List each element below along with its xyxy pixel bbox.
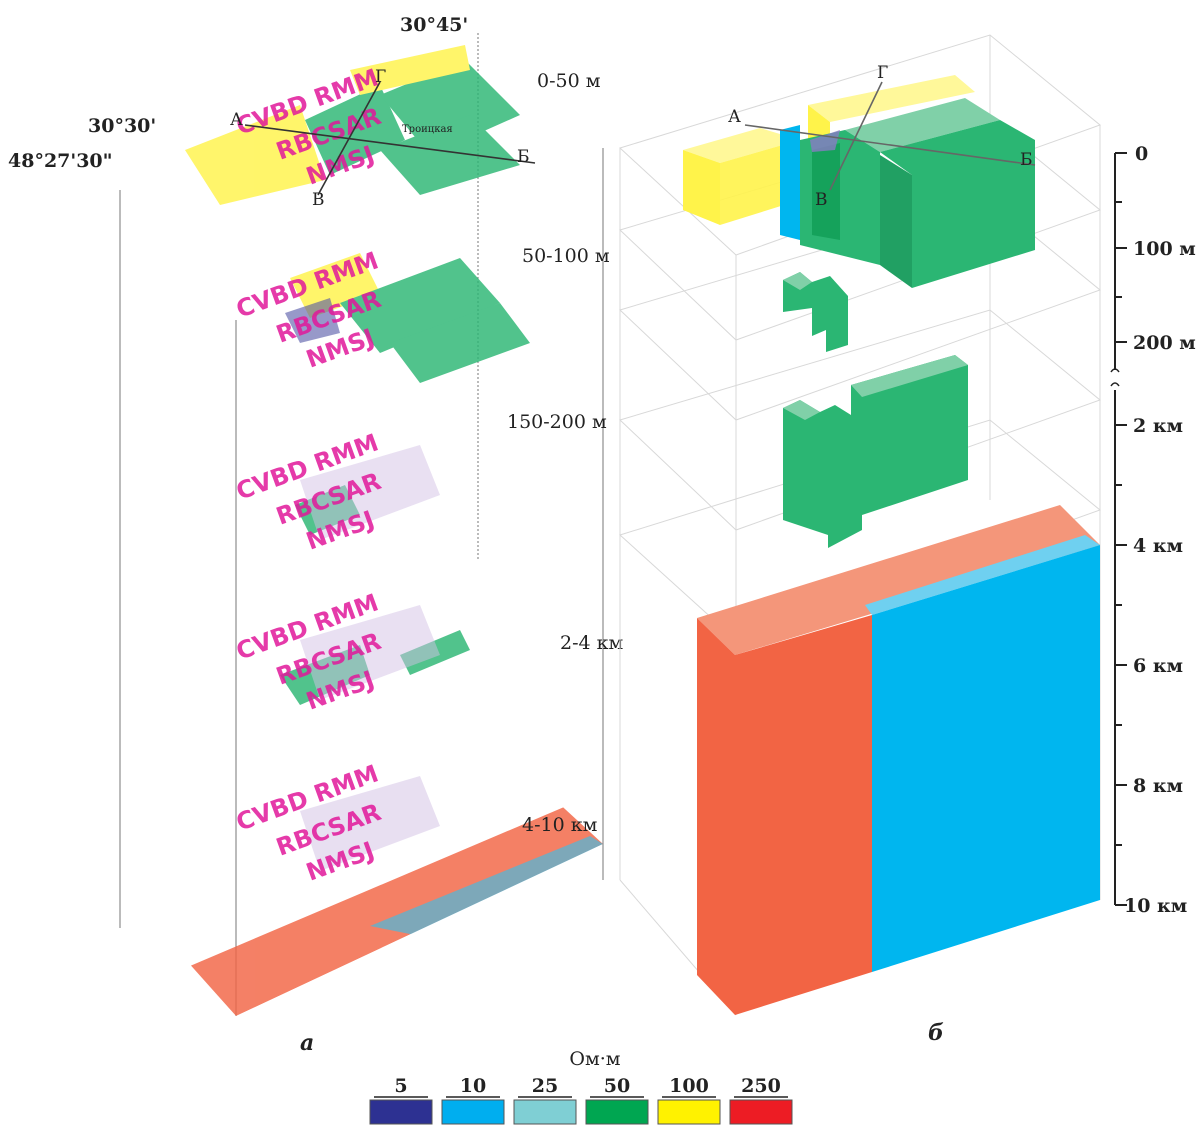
block-deep-resistive xyxy=(697,505,1100,1015)
settlement-label: Троицкая xyxy=(402,124,453,135)
depth-tick-200m: 200 м xyxy=(1133,332,1196,354)
stack-frame xyxy=(119,33,604,1016)
legend-swatch-5 xyxy=(369,1099,433,1125)
depth-label-2-4: 2-4 км xyxy=(560,632,624,654)
map-layer-150-200: CVBD RMM RBCSAR NMSJ xyxy=(232,428,440,556)
point-v-map: В xyxy=(312,190,325,210)
anomaly-overlay xyxy=(280,605,470,705)
anomaly-overlay xyxy=(295,445,440,540)
depth-scale-bar xyxy=(1110,152,1127,906)
depth-label-4-10: 4-10 км xyxy=(522,814,598,836)
depth-tick-10km: 10 км xyxy=(1124,895,1187,917)
map-layer-50-100: CVBD RMM RBCSAR NMSJ xyxy=(232,246,530,383)
block-purple-small xyxy=(810,130,840,152)
legend-value-250: 250 xyxy=(741,1075,781,1097)
depth-tick-8km: 8 км xyxy=(1133,775,1183,797)
depth-tick-100m: 100 м xyxy=(1133,238,1196,260)
legend-value-25: 25 xyxy=(532,1075,558,1097)
depth-label-50-100: 50-100 м xyxy=(522,245,610,267)
point-a-map: А xyxy=(230,110,243,130)
legend-unit: Ом·м xyxy=(569,1048,620,1070)
coord-lat-left: 48°27'30" xyxy=(8,150,113,172)
legend-value-100: 100 xyxy=(669,1075,709,1097)
profile-lines-map xyxy=(244,81,536,196)
anomaly-overlay xyxy=(185,45,520,205)
depth-label-0-50: 0-50 м xyxy=(537,70,601,92)
legend-items: 5 10 25 50 100 250 xyxy=(369,1075,793,1125)
depth-tick-6km: 6 км xyxy=(1133,655,1183,677)
legend-swatch-50 xyxy=(585,1099,649,1125)
point-b-3d: Б xyxy=(1020,150,1033,170)
legend-swatch-10 xyxy=(441,1099,505,1125)
coord-lon-top: 30°45' xyxy=(400,14,468,36)
block-green-small xyxy=(783,272,848,352)
legend-value-10: 10 xyxy=(460,1075,486,1097)
anomaly-overlay xyxy=(285,253,530,383)
profile-lines-3d xyxy=(744,81,1036,191)
point-g-map: Г xyxy=(375,67,386,87)
map-layer-4-10: CVBD RMM RBCSAR NMSJ xyxy=(190,759,603,1016)
depth-tick-2km: 2 км xyxy=(1133,415,1183,437)
panel-label-b: б xyxy=(928,1020,944,1046)
resistivity-legend: Ом·м 5 10 25 50 100 250 xyxy=(369,1048,793,1125)
legend-value-5: 5 xyxy=(394,1075,407,1097)
point-v-3d: В xyxy=(815,190,828,210)
legend-swatch-100 xyxy=(657,1099,721,1125)
model-wireframe xyxy=(619,34,1102,1016)
3d-model-panel: А Г Б В 0 100 м 200 м 2 км 4 км xyxy=(619,34,1196,1046)
block-green-main xyxy=(800,98,1035,288)
block-blue-shallow xyxy=(780,125,800,240)
legend-swatch-25 xyxy=(513,1099,577,1125)
depth-label-150-200: 150-200 м xyxy=(507,411,607,433)
point-g-3d: Г xyxy=(877,63,888,83)
legend-swatch-250 xyxy=(729,1099,793,1125)
depth-tick-4km: 4 км xyxy=(1133,535,1183,557)
legend-value-50: 50 xyxy=(604,1075,630,1097)
panel-label-a: а xyxy=(300,1030,314,1056)
point-b-map: Б xyxy=(517,147,530,167)
coord-lon-left: 30°30' xyxy=(88,115,156,137)
point-a-3d: А xyxy=(728,107,741,127)
map-layer-2-4: CVBD RMM RBCSAR NMSJ xyxy=(232,588,470,716)
anomaly-overlay xyxy=(190,776,603,1016)
block-green-deep xyxy=(783,355,968,548)
depth-tick-0: 0 xyxy=(1135,143,1148,165)
map-stack-panel: CVBD RMM RBCSAR NMSJ CVBD RMM RBCSAR NMS… xyxy=(8,14,624,1056)
